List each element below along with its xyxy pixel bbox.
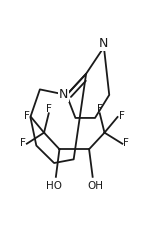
Text: F: F xyxy=(46,104,52,114)
Text: F: F xyxy=(123,138,129,148)
Text: F: F xyxy=(97,104,103,114)
Text: F: F xyxy=(24,111,30,121)
Text: N: N xyxy=(59,88,68,101)
Text: HO: HO xyxy=(45,181,62,191)
Text: F: F xyxy=(119,111,125,121)
Text: OH: OH xyxy=(87,181,103,191)
Text: N: N xyxy=(99,37,109,50)
Text: F: F xyxy=(20,138,26,148)
